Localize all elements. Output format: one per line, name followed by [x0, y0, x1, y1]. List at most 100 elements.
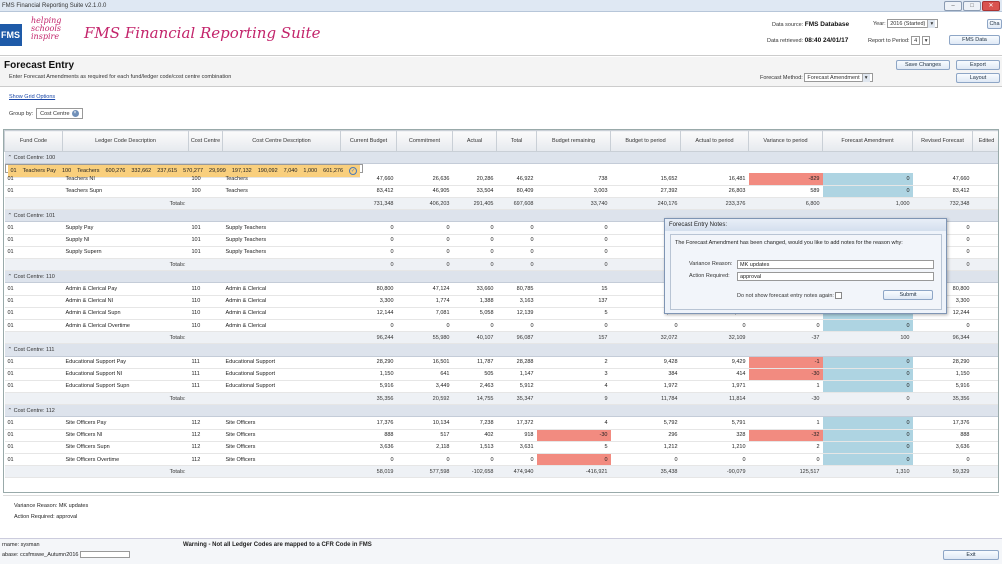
minimize-icon[interactable]: – — [944, 1, 962, 11]
layout-button[interactable]: Layout — [956, 73, 1000, 83]
total-actual: 40,107 — [452, 331, 497, 345]
cell-fa[interactable]: 0 — [822, 441, 913, 455]
cell-total: 918 — [496, 429, 537, 442]
table-row[interactable]: 01 Site Officers Overtime 112 Site Officers… — [4, 453, 998, 467]
cell-commit: 0 — [396, 221, 453, 235]
collapse-icon[interactable]: ⌃ — [7, 273, 14, 280]
period-dropdown[interactable]: 4 — [911, 36, 921, 45]
table-row[interactable]: 01 Site Officers Supn 112 Site Officers 3,63… — [4, 441, 998, 455]
table-row[interactable]: 01 Admin & Clerical Overtime 110 Admin & Cl… — [4, 319, 998, 333]
method-label: Forecast Method: — [760, 74, 803, 81]
column-header[interactable]: Edited — [972, 130, 998, 152]
column-header[interactable]: Budget remaining — [536, 130, 611, 152]
table-row[interactable]: 01 Educational Support Pay 111 Educational … — [4, 356, 998, 369]
dialog-message: The Forecast Amendment has been changed,… — [675, 240, 903, 246]
cell-ccdesc: Admin & Clerical — [222, 295, 341, 308]
action-required-input[interactable]: approval — [737, 272, 934, 281]
cell-remain: 0 — [536, 234, 611, 247]
collapse-icon[interactable]: ⌃ — [7, 212, 14, 219]
period-dropdown-arrow[interactable]: ▾ — [921, 36, 931, 45]
group-label: ⌃ Cost Centre: 100 — [4, 151, 998, 165]
group-by-chip[interactable]: Cost Centre × — [36, 108, 83, 119]
exit-button[interactable]: Exit — [943, 550, 999, 560]
export-button[interactable]: Export — [956, 60, 1000, 70]
column-header[interactable]: Cost Centre Description — [222, 130, 341, 152]
cell-budget: 12,144 — [340, 307, 397, 320]
group-row[interactable]: ⌃ Cost Centre: 112 — [4, 404, 998, 418]
cell-ccdesc: Supply Teachers — [222, 234, 341, 247]
column-header[interactable]: Current Budget — [340, 130, 397, 152]
cell-cc: 110 — [188, 307, 223, 320]
change-button[interactable]: Cha — [987, 19, 1002, 29]
maximize-icon[interactable]: □ — [963, 1, 981, 11]
year-dropdown[interactable]: 2016 (Started) ▾ — [887, 19, 939, 28]
table-row[interactable]: 01 Site Officers NI 112 Site Officers 888 517… — [4, 429, 998, 442]
cell-budget: 83,412 — [340, 185, 397, 199]
cell-fa[interactable]: 0 — [822, 416, 913, 430]
dont-show-checkbox[interactable] — [835, 292, 843, 299]
fms-data-button[interactable]: FMS Data — [949, 35, 1000, 45]
column-header[interactable]: Fund Code — [4, 130, 63, 152]
save-changes-button[interactable]: Save Changes — [896, 60, 950, 70]
report-period-label: Report to Period: — [868, 37, 910, 44]
cell-fund: 01 — [4, 185, 63, 199]
cell-atp: 0 — [680, 453, 749, 467]
collapse-icon[interactable]: ⌃ — [7, 154, 14, 161]
remove-icon[interactable]: × — [71, 110, 79, 117]
column-header[interactable]: Ledger Code Description — [62, 130, 189, 152]
column-header[interactable]: Variance to period — [748, 130, 823, 152]
cell-atp: 0 — [680, 319, 749, 333]
total-remain: -416,921 — [536, 465, 611, 479]
variance-reason-input[interactable]: MK updates — [737, 260, 934, 269]
column-header[interactable]: Budget to period — [610, 130, 681, 152]
grid-body: ⌃ Cost Centre: 100 01 Teachers Pay 100 Teach… — [4, 151, 998, 479]
cell-fa[interactable]: 1,000 — [300, 165, 321, 178]
collapse-icon[interactable]: ⌃ — [7, 407, 14, 414]
grid-header-row: Fund Code Ledger Code Description Cost Cen… — [4, 130, 998, 152]
cell-fa[interactable]: 0 — [822, 453, 913, 467]
table-row[interactable]: 01 Site Officers Pay 112 Site Officers 17,37… — [4, 416, 998, 430]
cell-btp: 15,652 — [610, 173, 681, 186]
show-grid-options-link[interactable]: Show Grid Options — [9, 94, 56, 100]
cell-fund: 01 — [4, 380, 63, 394]
cell-fa[interactable]: 0 — [822, 173, 913, 186]
table-row[interactable]: 01 Teachers NI 100 Teachers 47,660 26,636 20,2… — [4, 173, 998, 186]
total-btp: 240,176 — [610, 197, 681, 211]
cell-atp: 16,481 — [680, 173, 749, 186]
cell-ledger: Admin & Clerical Overtime — [62, 319, 189, 333]
edited-cell — [972, 380, 998, 394]
column-header[interactable]: Commitment — [396, 130, 453, 152]
column-header[interactable]: Total — [496, 130, 537, 152]
table-row[interactable]: 01 Educational Support Supn 111 Educational… — [4, 380, 998, 394]
edited-cell — [972, 173, 998, 186]
column-header[interactable]: Actual — [452, 130, 497, 152]
column-header[interactable]: Actual to period — [680, 130, 749, 152]
tagline-line: helping — [31, 16, 62, 25]
cell-btp: 1,972 — [610, 380, 681, 394]
submit-button[interactable]: Submit — [883, 290, 933, 300]
column-header[interactable]: Revised Forecast — [912, 130, 973, 152]
cell-fa[interactable]: 0 — [822, 356, 913, 369]
cell-budget: 3,300 — [340, 295, 397, 308]
column-header[interactable]: Forecast Amendment — [822, 130, 913, 152]
cell-fa[interactable]: 0 — [822, 380, 913, 394]
cell-remain: 29,999 — [206, 165, 229, 178]
collapse-icon[interactable]: ⌃ — [7, 346, 14, 353]
close-icon[interactable]: ✕ — [982, 1, 1000, 11]
cell-fa[interactable]: 0 — [822, 185, 913, 199]
group-row[interactable]: ⌃ Cost Centre: 111 — [4, 343, 998, 357]
group-row[interactable]: ⌃ Cost Centre: 100 — [4, 151, 998, 165]
cell-ledger: Supply NI — [62, 234, 189, 247]
table-row[interactable]: 01 Teachers Supn 100 Teachers 83,412 46,905 33… — [4, 185, 998, 199]
period-value: 4 — [914, 38, 918, 44]
cell-ledger: Educational Support Pay — [62, 356, 189, 369]
table-row[interactable]: 01 Teachers Pay 100 Teachers 600,276 332,662 2… — [4, 164, 364, 178]
cell-cc: 100 — [188, 185, 223, 199]
cell-fa[interactable]: 0 — [822, 429, 913, 442]
table-row[interactable]: 01 Educational Support NI 111 Educational S… — [4, 368, 998, 381]
column-header[interactable]: Cost Centre — [188, 130, 223, 152]
cell-fa[interactable]: 0 — [822, 319, 913, 333]
cell-fa[interactable]: 0 — [822, 368, 913, 381]
cell-rf: 5,916 — [912, 380, 973, 394]
method-dropdown[interactable]: Forecast Amendment ▾ — [804, 73, 873, 82]
